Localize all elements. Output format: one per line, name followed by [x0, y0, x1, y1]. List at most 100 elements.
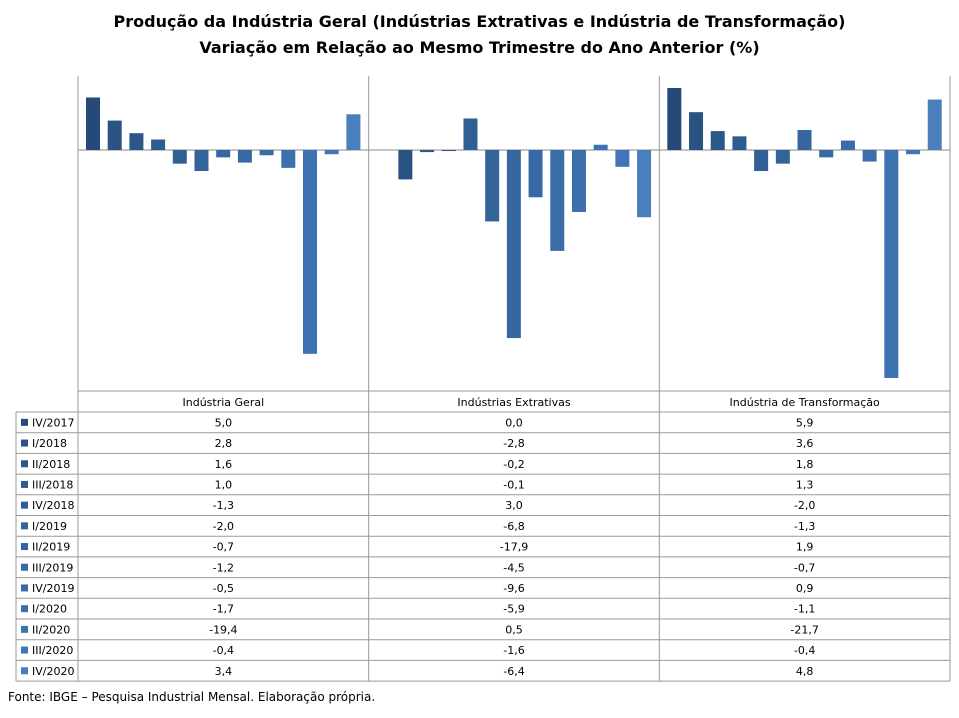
bar [281, 150, 296, 168]
data-label: -4,5 [503, 561, 524, 574]
data-label: -2,0 [213, 520, 234, 533]
data-label: -2,0 [794, 499, 815, 512]
data-label: -1,3 [213, 499, 234, 512]
data-label: -6,4 [503, 665, 524, 678]
bar [151, 139, 166, 150]
legend-key [21, 460, 28, 468]
data-label: 1,0 [215, 478, 233, 491]
data-label: -1,6 [503, 644, 524, 657]
legend-label: IV/2019 [32, 582, 74, 595]
data-label: -1,3 [794, 520, 815, 533]
data-label: -0,2 [503, 458, 524, 471]
data-label: -1,7 [213, 603, 234, 616]
bar [324, 150, 339, 155]
bar [303, 150, 317, 354]
bar [840, 140, 855, 150]
bar [506, 150, 521, 339]
legend-label: II/2020 [32, 623, 70, 636]
bar [398, 150, 413, 180]
table-column-header: Indústria Geral [183, 396, 265, 409]
data-label: 1,6 [215, 458, 233, 471]
data-label: -1,2 [213, 561, 234, 574]
data-label: 2,8 [215, 437, 233, 450]
data-label: 1,9 [796, 541, 814, 554]
data-label: -0,7 [794, 561, 815, 574]
bar [732, 136, 747, 150]
data-label: -21,7 [790, 623, 818, 636]
data-label: 3,4 [215, 665, 233, 678]
bar [86, 97, 100, 150]
legend-label: I/2019 [32, 520, 67, 533]
bar [862, 150, 877, 162]
data-label: 3,6 [796, 437, 814, 450]
data-label: -0,1 [503, 478, 524, 491]
data-label: -19,4 [209, 623, 237, 636]
legend-label: IV/2020 [32, 665, 74, 678]
bar [172, 150, 187, 164]
legend-label: I/2018 [32, 437, 67, 450]
bar [550, 150, 565, 251]
legend-label: II/2018 [32, 458, 70, 471]
bar [107, 120, 122, 150]
bar [710, 131, 725, 150]
chart-subtitle: Variação em Relação ao Mesmo Trimestre d… [199, 38, 760, 57]
bar [689, 112, 704, 150]
bar [441, 150, 456, 152]
data-label: -0,4 [213, 644, 234, 657]
legend-key [21, 584, 28, 592]
legend-label: II/2019 [32, 541, 70, 554]
data-label: -6,8 [503, 520, 524, 533]
bar [906, 150, 921, 155]
legend-label: I/2020 [32, 603, 67, 616]
data-label: -1,1 [794, 603, 815, 616]
data-label: 1,8 [796, 458, 814, 471]
table-column-header: Indústrias Extrativas [457, 396, 570, 409]
chart-title: Produção da Indústria Geral (Indústrias … [113, 12, 846, 31]
bar [346, 114, 361, 150]
data-label: -17,9 [500, 541, 528, 554]
bar [884, 150, 899, 378]
data-label: 0,9 [796, 582, 814, 595]
bar [667, 88, 682, 150]
bar [259, 150, 274, 156]
table-column-header: Indústria de Transformação [730, 396, 881, 409]
legend-label: III/2018 [32, 478, 73, 491]
bar [797, 130, 812, 150]
bar [485, 150, 500, 222]
legend-label: IV/2017 [32, 416, 74, 429]
bar [129, 133, 144, 150]
legend-key [21, 543, 28, 551]
data-label: -0,5 [213, 582, 234, 595]
bar [571, 150, 586, 212]
bar [528, 150, 543, 198]
bar [754, 150, 769, 172]
legend-key [21, 605, 28, 613]
bar [237, 150, 252, 163]
legend-label: IV/2018 [32, 499, 74, 512]
data-label: -2,8 [503, 437, 524, 450]
bar [819, 150, 834, 158]
legend-key [21, 563, 28, 571]
legend-key [21, 522, 28, 530]
bar [615, 150, 630, 167]
bar [927, 99, 942, 150]
data-label: 0,0 [505, 416, 523, 429]
legend-label: III/2020 [32, 644, 73, 657]
legend-key [21, 501, 28, 509]
data-label: 1,3 [796, 478, 814, 491]
bar [420, 150, 435, 153]
source-note: Fonte: IBGE – Pesquisa Industrial Mensal… [8, 690, 376, 704]
data-label: 5,9 [796, 416, 814, 429]
bar [775, 150, 790, 164]
legend-key [21, 646, 28, 654]
data-label: -0,7 [213, 541, 234, 554]
legend-label: III/2019 [32, 561, 73, 574]
bar [593, 144, 608, 150]
data-label: 0,5 [505, 623, 523, 636]
data-label: 5,0 [215, 416, 233, 429]
bar [463, 118, 478, 150]
data-label: 3,0 [505, 499, 523, 512]
bar [637, 150, 652, 218]
legend-key [21, 625, 28, 633]
